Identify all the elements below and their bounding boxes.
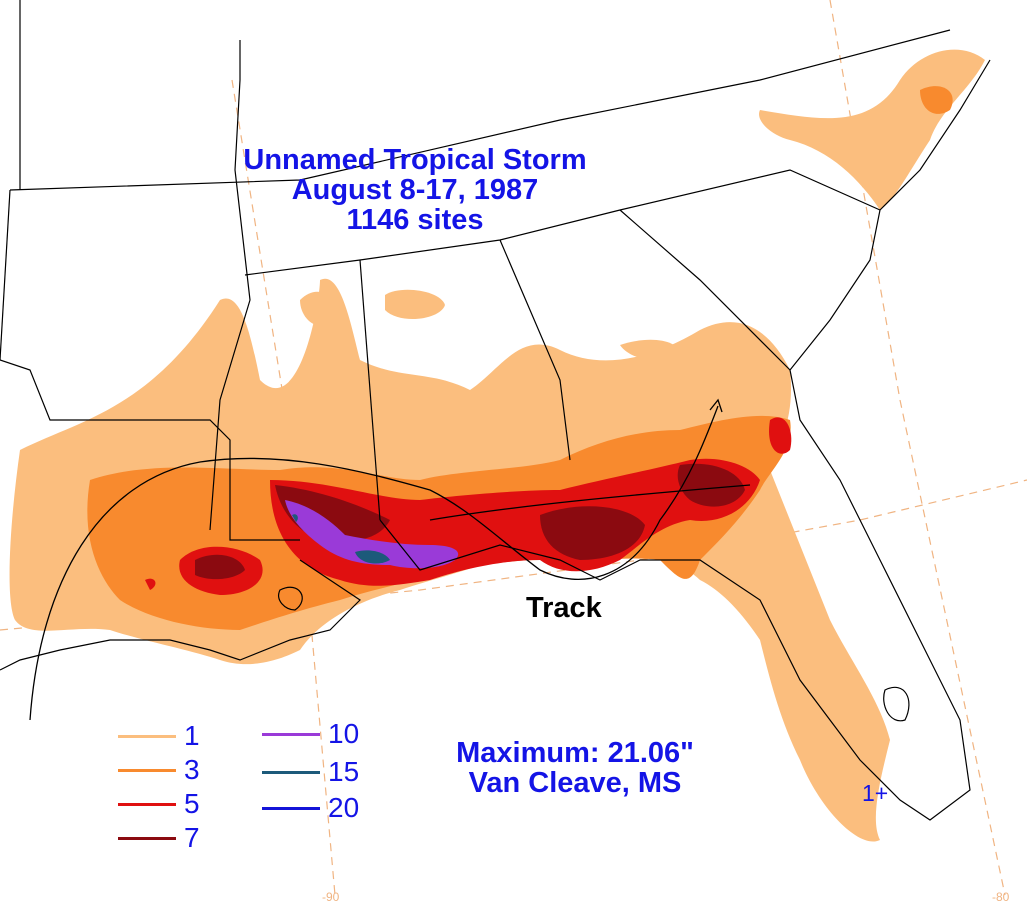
longitude-label-90: -90 (322, 890, 340, 904)
legend-swatch (262, 771, 320, 774)
legend-value: 10 (328, 718, 360, 749)
legend-value: 3 (184, 754, 200, 785)
site-count: 1146 sites (346, 204, 484, 236)
legend-value: 1 (184, 720, 200, 751)
legend-swatch (118, 769, 176, 772)
track-label: Track (526, 592, 602, 624)
storm-track (29, 398, 751, 721)
legend-value: 5 (184, 788, 200, 819)
maximum-value: Maximum: 21.06" (456, 737, 694, 769)
legend-swatch (262, 807, 320, 810)
legend-swatch (118, 735, 176, 738)
rain-10-inch (285, 500, 459, 569)
storm-name: Unnamed Tropical Storm (243, 144, 587, 176)
rain-15-inch (292, 514, 390, 564)
storm-dates: August 8-17, 1987 (291, 174, 539, 206)
legend-value: 15 (328, 756, 360, 787)
legend-value: 20 (328, 792, 360, 823)
legend-swatch (262, 733, 320, 736)
maximum-location: Van Cleave, MS (468, 767, 682, 799)
legend-swatch (118, 803, 176, 806)
longitude-label-80: -80 (992, 890, 1010, 904)
legend-value: 7 (184, 822, 200, 853)
plus-label: 1+ (862, 780, 889, 806)
boundaries (0, 0, 991, 821)
legend-swatch (118, 837, 176, 840)
